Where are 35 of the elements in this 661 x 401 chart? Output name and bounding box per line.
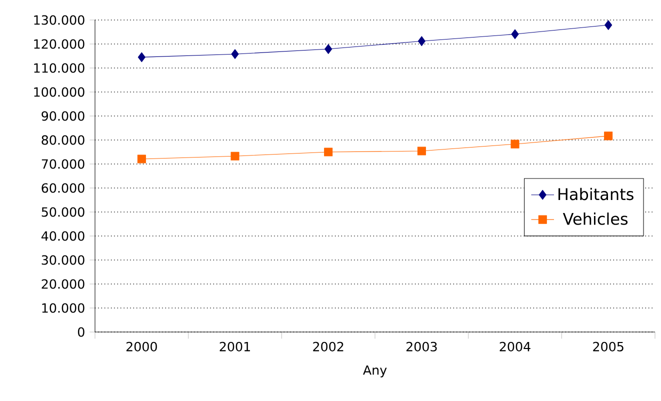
y-tick-label: 110.000 [34, 63, 84, 73]
y-tick-label: 40.000 [41, 231, 84, 241]
point [324, 44, 332, 54]
y-tick-label: 20.000 [42, 279, 84, 289]
y-tick-label: 50.000 [42, 207, 84, 217]
point [231, 49, 239, 60]
x-tick-label: 2002 [313, 342, 344, 352]
point [230, 152, 240, 160]
x-axis-title: Any [363, 365, 387, 378]
y-tick-label: 0 [78, 327, 84, 337]
point [138, 52, 146, 62]
y-tick-label: 30.000 [42, 255, 84, 265]
y-tick-label: 70.000 [42, 159, 84, 169]
y-tick-label: 90.000 [42, 111, 84, 121]
point [418, 36, 426, 46]
x-tick-label: 2000 [126, 342, 157, 352]
x-tick-label: 2004 [500, 342, 530, 352]
x-tick-label: 2005 [593, 342, 624, 352]
y-tick-label: 80.000 [42, 135, 84, 145]
point [604, 20, 612, 30]
legend-label: Habitants [558, 188, 634, 200]
point [604, 132, 613, 140]
point [324, 148, 333, 156]
y-tick-label: 120.000 [34, 39, 84, 49]
legend-label: Vehicles [562, 212, 628, 225]
x-tick-label: 2001 [220, 342, 250, 352]
point [510, 140, 520, 148]
x-tick-label: 2003 [406, 342, 437, 352]
point [137, 154, 146, 164]
y-tick-label: 100.000 [34, 87, 84, 97]
point [511, 29, 519, 40]
y-tick-label: 60.000 [42, 183, 84, 193]
point [417, 146, 426, 156]
y-tick-label: 130.000 [34, 15, 84, 25]
y-tick-label: 10.000 [42, 303, 84, 313]
